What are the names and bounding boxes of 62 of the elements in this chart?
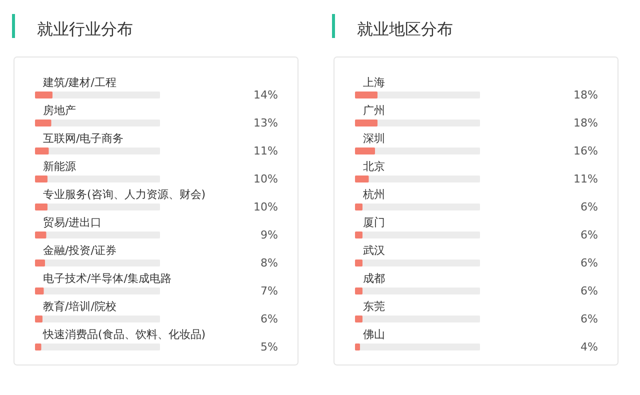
data-label: 6% [580,312,598,326]
bar [35,316,42,322]
y-tick-label: 金融/投资/证券 [43,244,116,257]
y-tick-label: 深圳 [363,132,385,145]
data-label: 8% [260,256,278,270]
data-label: 6% [580,256,598,270]
bar [355,204,362,210]
data-label: 13% [254,116,278,130]
bar [355,260,362,266]
data-label: 5% [260,340,278,354]
y-tick-label: 贸易/进出口 [43,216,102,229]
data-label: 11% [254,144,278,158]
bar [355,120,378,126]
chart-title: 就业地区分布 [357,20,453,38]
bar [355,288,362,294]
bar [355,176,369,182]
data-label: 16% [574,144,598,158]
y-tick-label: 武汉 [363,244,385,257]
bar [35,120,52,126]
bar [35,344,42,350]
y-tick-label: 成都 [363,272,385,285]
data-label: 6% [580,228,598,242]
bar [355,92,378,98]
data-label: 10% [254,200,278,214]
bar [355,316,362,322]
data-label: 6% [580,200,598,214]
data-label: 18% [574,116,598,130]
bar [355,232,362,238]
y-tick-label: 杭州 [362,188,385,201]
y-tick-label: 北京 [363,160,385,173]
y-tick-label: 建筑/建材/工程 [42,76,116,89]
y-tick-label: 专业服务(咨询、人力资源、财会) [43,188,206,201]
data-label: 18% [574,88,598,102]
bar [35,204,48,210]
bar [35,92,52,98]
data-label: 9% [260,228,278,242]
bar [35,148,49,154]
y-tick-label: 新能源 [43,160,76,173]
y-tick-label: 电子技术/半导体/集成电路 [43,272,172,285]
y-tick-label: 广州 [363,104,385,117]
y-tick-label: 互联网/电子商务 [43,132,124,145]
data-label: 14% [254,88,278,102]
y-tick-label: 上海 [363,76,385,89]
y-tick-label: 教育/培训/院校 [43,300,116,313]
y-tick-label: 厦门 [363,216,385,229]
chart-title: 就业行业分布 [37,20,133,38]
data-label: 11% [574,172,598,186]
bar [355,148,375,154]
y-tick-label: 东莞 [363,300,385,313]
bar [35,288,44,294]
data-label: 7% [260,284,278,298]
y-tick-label: 快速消费品(食品、饮料、化妆品) [42,328,206,341]
y-tick-label: 佛山 [363,328,385,341]
data-label: 6% [580,284,598,298]
data-label: 4% [580,340,598,354]
bar [35,176,48,182]
bar [35,232,46,238]
data-label: 10% [254,172,278,186]
bar [355,344,360,350]
bar [35,260,45,266]
y-tick-label: 房地产 [43,104,76,117]
data-label: 6% [260,312,278,326]
